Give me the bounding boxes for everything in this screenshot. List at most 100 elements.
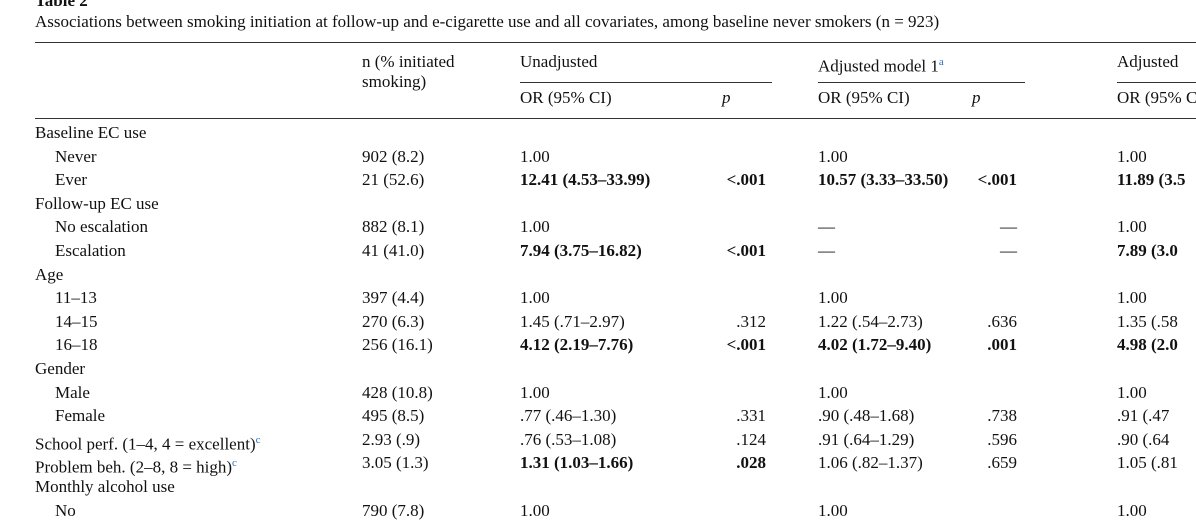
table-cell: 790 (7.8) [362, 500, 425, 520]
row-label: No [55, 500, 76, 520]
subheading: OR (95% CI) [818, 88, 910, 107]
table-cell: 41 (41.0) [362, 241, 425, 260]
table-cell: .91 (.47 [1117, 406, 1170, 426]
header-rule [35, 118, 1196, 119]
table-cell: 1.00 [818, 146, 848, 166]
table-cell: — [1000, 217, 1017, 237]
group-heading: Adjusted model 1a [818, 56, 944, 76]
table-cell: 3.05 (1.3) [362, 453, 429, 473]
row-label: Problem beh. (2–8, 8 = high)c [35, 457, 237, 478]
table-cell: 1.31 (1.03–1.66) [520, 453, 634, 473]
row-label: 11–13 [55, 288, 97, 308]
table-cell: .596 [987, 429, 1017, 449]
row-label: Escalation [55, 241, 126, 260]
row-label: Male [55, 382, 90, 402]
row-label: Never [55, 146, 97, 166]
footnote-mark: a [938, 56, 944, 68]
table-cell: — [818, 217, 835, 237]
table-cell: 1.00 [818, 500, 848, 520]
subheading: OR (95% CI) [520, 88, 612, 107]
table-cell: 397 (4.4) [362, 288, 425, 308]
table-cell: .90 (.48–1.68) [818, 406, 915, 426]
column-heading: n (% initiated smoking) [362, 52, 455, 91]
row-label: No escalation [55, 217, 148, 237]
subheading: p [972, 88, 981, 107]
table-cell: 7.94 (3.75–16.82) [520, 241, 642, 260]
table-cell: .331 [736, 406, 766, 426]
table-cell: 1.00 [520, 500, 550, 520]
table-cell: 1.00 [520, 382, 550, 402]
top-rule [35, 42, 1196, 43]
group-heading: Adjusted [1117, 52, 1179, 71]
table-cell: 1.22 (.54–2.73) [818, 311, 923, 331]
table-caption: Associations between smoking initiation … [35, 12, 940, 31]
table-cell: 256 (16.1) [362, 335, 433, 355]
row-label: Ever [55, 170, 88, 190]
table-cell: 1.00 [520, 146, 550, 166]
subheading: p [722, 88, 731, 107]
table-cell: 12.41 (4.53–33.99) [520, 170, 651, 190]
table-cell: 495 (8.5) [362, 406, 425, 426]
table-cell: 902 (8.2) [362, 146, 425, 166]
table-cell: .90 (.64 [1117, 429, 1170, 449]
table-cell: 428 (10.8) [362, 382, 433, 402]
table-title: Table 2 [35, 0, 88, 10]
footnote-mark: c [232, 457, 237, 470]
table-cell: .312 [736, 311, 766, 331]
table-cell: 21 (52.6) [362, 170, 425, 190]
table-cell: 4.02 (1.72–9.40) [818, 335, 932, 355]
table-cell: 1.45 (.71–2.97) [520, 311, 625, 331]
table-cell: 1.35 (.58 [1117, 311, 1178, 331]
table-cell: 1.06 (.82–1.37) [818, 453, 923, 473]
table-cell: 1.05 (.81 [1117, 453, 1178, 473]
table-cell: 882 (8.1) [362, 217, 425, 237]
table-cell: 7.89 (3.0 [1117, 241, 1178, 260]
row-label: School perf. (1–4, 4 = excellent)c [35, 433, 261, 454]
table-cell: .028 [736, 453, 766, 473]
table-cell: 1.00 [1117, 288, 1147, 308]
table-cell: .91 (.64–1.29) [818, 429, 915, 449]
row-label: Age [35, 264, 64, 284]
table-cell: 1.00 [1117, 146, 1147, 166]
row-label: Gender [35, 359, 86, 378]
row-label: Baseline EC use [35, 123, 147, 142]
table-cell: — [818, 241, 835, 260]
table-cell: <.001 [726, 241, 766, 260]
group-rule [818, 82, 1025, 83]
table-cell: .659 [987, 453, 1017, 473]
table-cell: 1.00 [1117, 217, 1147, 237]
table-cell: 270 (6.3) [362, 311, 425, 331]
group-rule [1117, 82, 1196, 83]
group-rule [520, 82, 772, 83]
row-label: Female [55, 406, 106, 426]
table-cell: <.001 [726, 335, 766, 355]
table-cell: .636 [987, 311, 1017, 331]
table-cell: <.001 [726, 170, 766, 190]
table-cell: .001 [987, 335, 1017, 355]
subheading: OR (95% C [1117, 88, 1196, 107]
row-label: 14–15 [55, 311, 98, 331]
table-cell: 1.00 [520, 217, 550, 237]
group-heading: Unadjusted [520, 52, 598, 71]
table-cell: 1.00 [1117, 500, 1147, 520]
table-cell: 11.89 (3.5 [1117, 170, 1186, 190]
table-cell: 2.93 (.9) [362, 429, 421, 449]
table-cell: 1.00 [818, 382, 848, 402]
table-cell: 1.00 [818, 288, 848, 308]
table-cell: .77 (.46–1.30) [520, 406, 617, 426]
table-cell: 1.00 [520, 288, 550, 308]
footnote-mark: c [255, 433, 261, 446]
table-cell: .124 [736, 429, 766, 449]
table-cell: .738 [987, 406, 1017, 426]
row-label: 16–18 [55, 335, 98, 355]
table-cell: <.001 [977, 170, 1017, 190]
table-cell: 4.12 (2.19–7.76) [520, 335, 634, 355]
table-cell: 4.98 (2.0 [1117, 335, 1178, 355]
table-cell: 10.57 (3.33–33.50) [818, 170, 949, 190]
table-cell: 1.00 [1117, 382, 1147, 402]
table-cell: .76 (.53–1.08) [520, 429, 617, 449]
row-label: Follow-up EC use [35, 193, 159, 213]
table-cell: — [1000, 241, 1017, 260]
row-label: Monthly alcohol use [35, 477, 175, 496]
